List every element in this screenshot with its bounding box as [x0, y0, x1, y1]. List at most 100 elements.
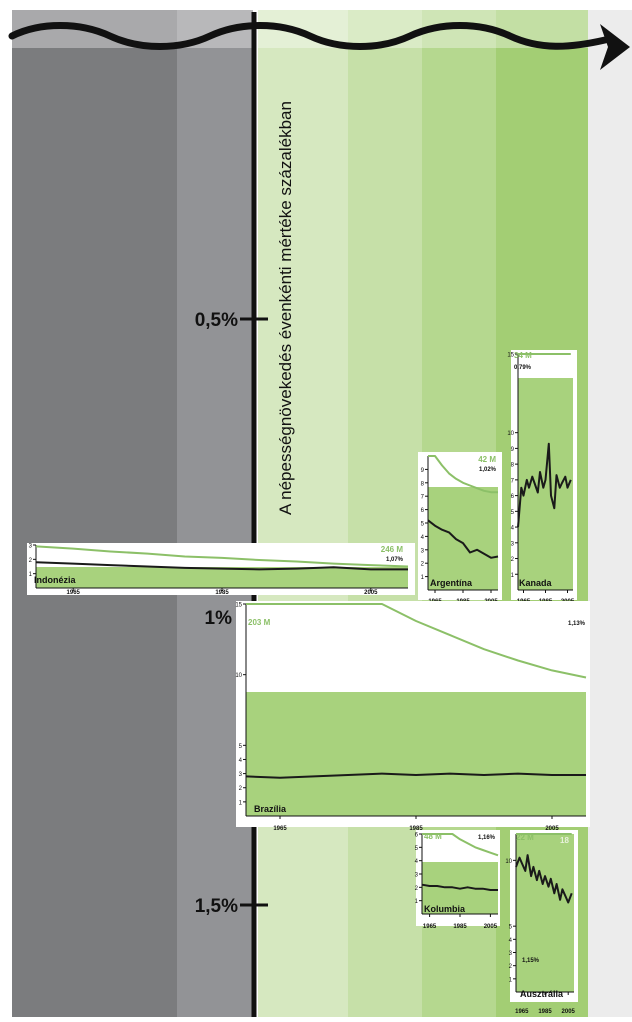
country-name: Kolumbia — [424, 904, 466, 914]
y-tick-label: 3 — [421, 548, 425, 554]
y-tick-label: 5 — [509, 925, 513, 931]
y-tick-label: 3 — [415, 873, 419, 879]
x-tick-label: 1985 — [453, 924, 467, 930]
axis-tick-15: 1,5% — [195, 896, 268, 917]
country-name: Argentína — [430, 578, 473, 588]
axis-tick-label: 0,5% — [195, 310, 238, 331]
chart-indonézia: 1 2 3 1965 1985 2005 246 M 1,07% Indonézia — [27, 543, 415, 596]
y-tick-label: 2 — [511, 557, 515, 563]
x-tick-label: 1985 — [215, 590, 229, 596]
y-tick-label: 1 — [239, 800, 243, 806]
y-tick-label: 9 — [421, 468, 425, 474]
population-label: 22 M — [516, 833, 534, 842]
country-name: Ausztrália — [520, 989, 564, 999]
band-green-1 — [258, 10, 348, 1017]
x-tick-label: 2005 — [484, 924, 498, 930]
y-tick-label: 2 — [239, 786, 243, 792]
population-line — [422, 833, 499, 857]
x-tick-label: 1965 — [67, 590, 81, 596]
y-tick-label: 3 — [29, 544, 33, 550]
band-green-2 — [348, 10, 422, 1017]
y-tick-label: 2 — [415, 886, 419, 892]
x-tick-label: 2005 — [562, 1009, 576, 1015]
y-tick-label: 7 — [511, 478, 515, 484]
y-tick-label: 2 — [421, 562, 425, 568]
growth-rate-line — [245, 772, 586, 779]
x-tick-label: 1965 — [515, 1009, 529, 1015]
growth-rate-line — [515, 854, 573, 904]
population-label: 42 M — [478, 455, 496, 464]
rate-label: 0,79% — [514, 365, 532, 371]
y-tick-label: 1 — [29, 572, 33, 578]
country-name: Brazília — [254, 804, 287, 814]
population-line — [35, 545, 409, 568]
chart-kolumbia: 1 2 3 4 5 6 1965 1985 2005 48 M 1,16% Kolumbia — [415, 830, 500, 930]
country-name: Kanada — [519, 578, 553, 588]
axis-tick-label: 1% — [205, 608, 233, 629]
x-tick-label: 1965 — [273, 826, 287, 832]
band-dark-2 — [177, 10, 253, 1017]
y-tick-label: 2 — [29, 558, 33, 564]
x-tick-label: 2005 — [364, 590, 378, 596]
population-label: 203 M — [248, 618, 271, 627]
y-tick-label: 4 — [415, 859, 419, 865]
y-tick-label: 4 — [239, 758, 243, 764]
y-tick-label: 4 — [509, 938, 513, 944]
axis-tick-label: 1,5% — [195, 896, 238, 917]
y-tick-label: 10 — [505, 859, 512, 865]
x-tick-label: 1985 — [409, 826, 423, 832]
y-tick-label: 6 — [511, 494, 515, 500]
y-tick-label: 6 — [415, 833, 419, 839]
population-label: 34 M — [514, 351, 532, 360]
population-label: 48 M — [424, 832, 442, 841]
y-tick-label: 3 — [239, 772, 243, 778]
country-name: Indonézia — [34, 575, 76, 585]
y-tick-label: 10 — [507, 431, 514, 437]
y-tick-label: 6 — [421, 508, 425, 514]
y-tick-label: 5 — [421, 522, 425, 528]
y-tick-label: 8 — [421, 481, 425, 487]
x-tick-label: 1965 — [423, 924, 437, 930]
population-label: 246 M — [381, 545, 404, 554]
y-tick-label: 15 — [507, 353, 514, 359]
y-tick-label: 1 — [509, 977, 513, 983]
right-margin — [588, 10, 632, 1017]
y-tick-label: 4 — [421, 535, 425, 541]
axis-tick-05: 0,5% — [195, 310, 268, 331]
y-tick-label: 3 — [509, 951, 513, 957]
extra-label: 18 — [560, 836, 569, 845]
y-tick-label: 1 — [415, 899, 419, 905]
population-line — [246, 603, 587, 679]
chart-kanada: 123456789101519651985200534 M0,79%Kanada — [507, 350, 577, 605]
y-tick-label: 5 — [415, 846, 419, 852]
y-tick-label: 15 — [235, 603, 242, 609]
y-tick-label: 2 — [509, 964, 513, 970]
y-tick-label: 1 — [421, 575, 425, 581]
growth-rate-line — [35, 561, 408, 571]
chart-fill-area — [428, 487, 498, 590]
y-tick-label: 9 — [511, 447, 515, 453]
band-dark-1 — [12, 10, 177, 1017]
arrow-head-icon — [600, 24, 630, 70]
axis-tick-1: 1% — [205, 608, 233, 629]
x-tick-label: 2005 — [545, 826, 559, 832]
y-tick-label: 4 — [511, 526, 515, 532]
rate-label: 1,16% — [478, 835, 496, 841]
chart-ausztrália: 1 2 3 4 5 10 1965 1985 2005 22 M 1,15% 18 Ausztrália — [505, 830, 578, 1015]
y-tick-label: 1 — [511, 573, 515, 579]
growth-rate-line — [421, 883, 498, 891]
growth-rate-line — [427, 519, 499, 559]
rate-label: 1,07% — [386, 557, 404, 563]
population-line — [428, 455, 498, 494]
y-tick-label: 7 — [421, 495, 425, 501]
y-tick-label: 8 — [511, 463, 515, 469]
y-tick-label: 5 — [239, 744, 243, 750]
chart-fill-area — [36, 567, 408, 588]
axis-title: A népességnövekedés évenkénti mértéke sz… — [276, 101, 295, 515]
chart-fill-area — [516, 834, 574, 992]
y-tick-label: 3 — [511, 541, 515, 547]
chart-fill-area — [246, 692, 586, 816]
y-tick-label: 10 — [235, 673, 242, 679]
